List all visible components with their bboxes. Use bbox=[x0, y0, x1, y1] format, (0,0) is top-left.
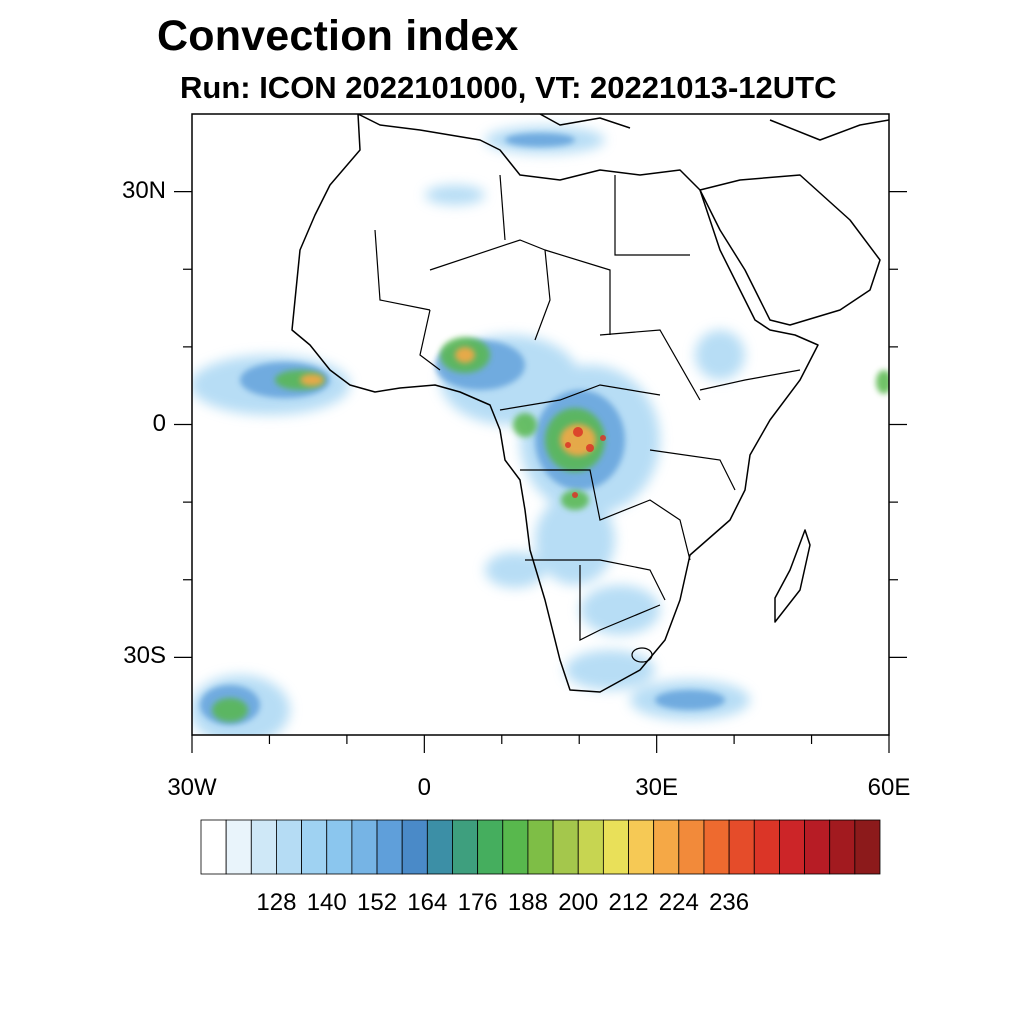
colorbar-label: 224 bbox=[658, 889, 699, 916]
colorbar-label: 152 bbox=[357, 889, 398, 916]
lon-tick-label: 0 bbox=[417, 774, 431, 801]
colorbar-swatch bbox=[753, 819, 780, 875]
colorbar-label: 176 bbox=[457, 889, 498, 916]
colorbar-label: 140 bbox=[306, 889, 347, 916]
lon-tick-label: 30E bbox=[635, 774, 678, 801]
colorbar-swatch bbox=[602, 819, 629, 875]
map-title: Convection index bbox=[157, 12, 519, 60]
colorbar-swatch bbox=[452, 819, 479, 875]
colorbar-swatch bbox=[552, 819, 579, 875]
colorbar-swatch bbox=[276, 819, 302, 875]
colorbar-label: 212 bbox=[608, 889, 649, 916]
colorbar-swatch bbox=[351, 819, 378, 875]
colorbar-swatch bbox=[804, 819, 831, 875]
colorbar bbox=[200, 819, 881, 875]
colorbar-swatch bbox=[854, 819, 881, 875]
country-borders bbox=[374, 174, 801, 663]
colorbar-swatch bbox=[477, 819, 504, 875]
colorbar-swatch bbox=[200, 819, 227, 875]
lat-tick-label: 30N bbox=[121, 176, 166, 204]
colorbar-label: 164 bbox=[407, 889, 448, 916]
colorbar-swatch bbox=[225, 819, 252, 875]
colorbar-swatch bbox=[301, 819, 328, 875]
colorbar-label: 128 bbox=[256, 889, 297, 916]
colorbar-swatch bbox=[502, 819, 529, 875]
colorbar-swatch bbox=[527, 819, 554, 875]
colorbar-label: 188 bbox=[507, 889, 548, 916]
colorbar-label: 200 bbox=[558, 889, 599, 916]
map-subtitle: Run: ICON 2022101000, VT: 20221013-12UTC bbox=[180, 70, 837, 105]
lon-tick-label: 30W bbox=[167, 774, 217, 801]
colorbar-swatch bbox=[628, 819, 655, 875]
colorbar-swatch bbox=[376, 819, 403, 875]
colorbar-swatch bbox=[326, 819, 353, 875]
colorbar-swatch bbox=[829, 819, 856, 875]
colorbar-swatch bbox=[728, 819, 755, 875]
lon-tick-label: 60E bbox=[867, 774, 911, 801]
colorbar-swatch bbox=[678, 819, 705, 875]
coastline bbox=[291, 114, 889, 693]
colorbar-swatch bbox=[250, 819, 277, 875]
colorbar-swatch bbox=[426, 819, 453, 875]
lat-tick-label: 30S bbox=[123, 642, 166, 670]
convection-field bbox=[192, 126, 889, 735]
colorbar-swatch bbox=[653, 819, 680, 875]
colorbar-swatch bbox=[401, 819, 428, 875]
lat-tick-label: 0 bbox=[152, 409, 166, 437]
colorbar-swatch bbox=[703, 819, 730, 875]
colorbar-swatch bbox=[577, 819, 604, 875]
colorbar-swatch bbox=[779, 819, 805, 875]
colorbar-label: 236 bbox=[709, 889, 750, 916]
axis-ticks bbox=[174, 191, 907, 753]
